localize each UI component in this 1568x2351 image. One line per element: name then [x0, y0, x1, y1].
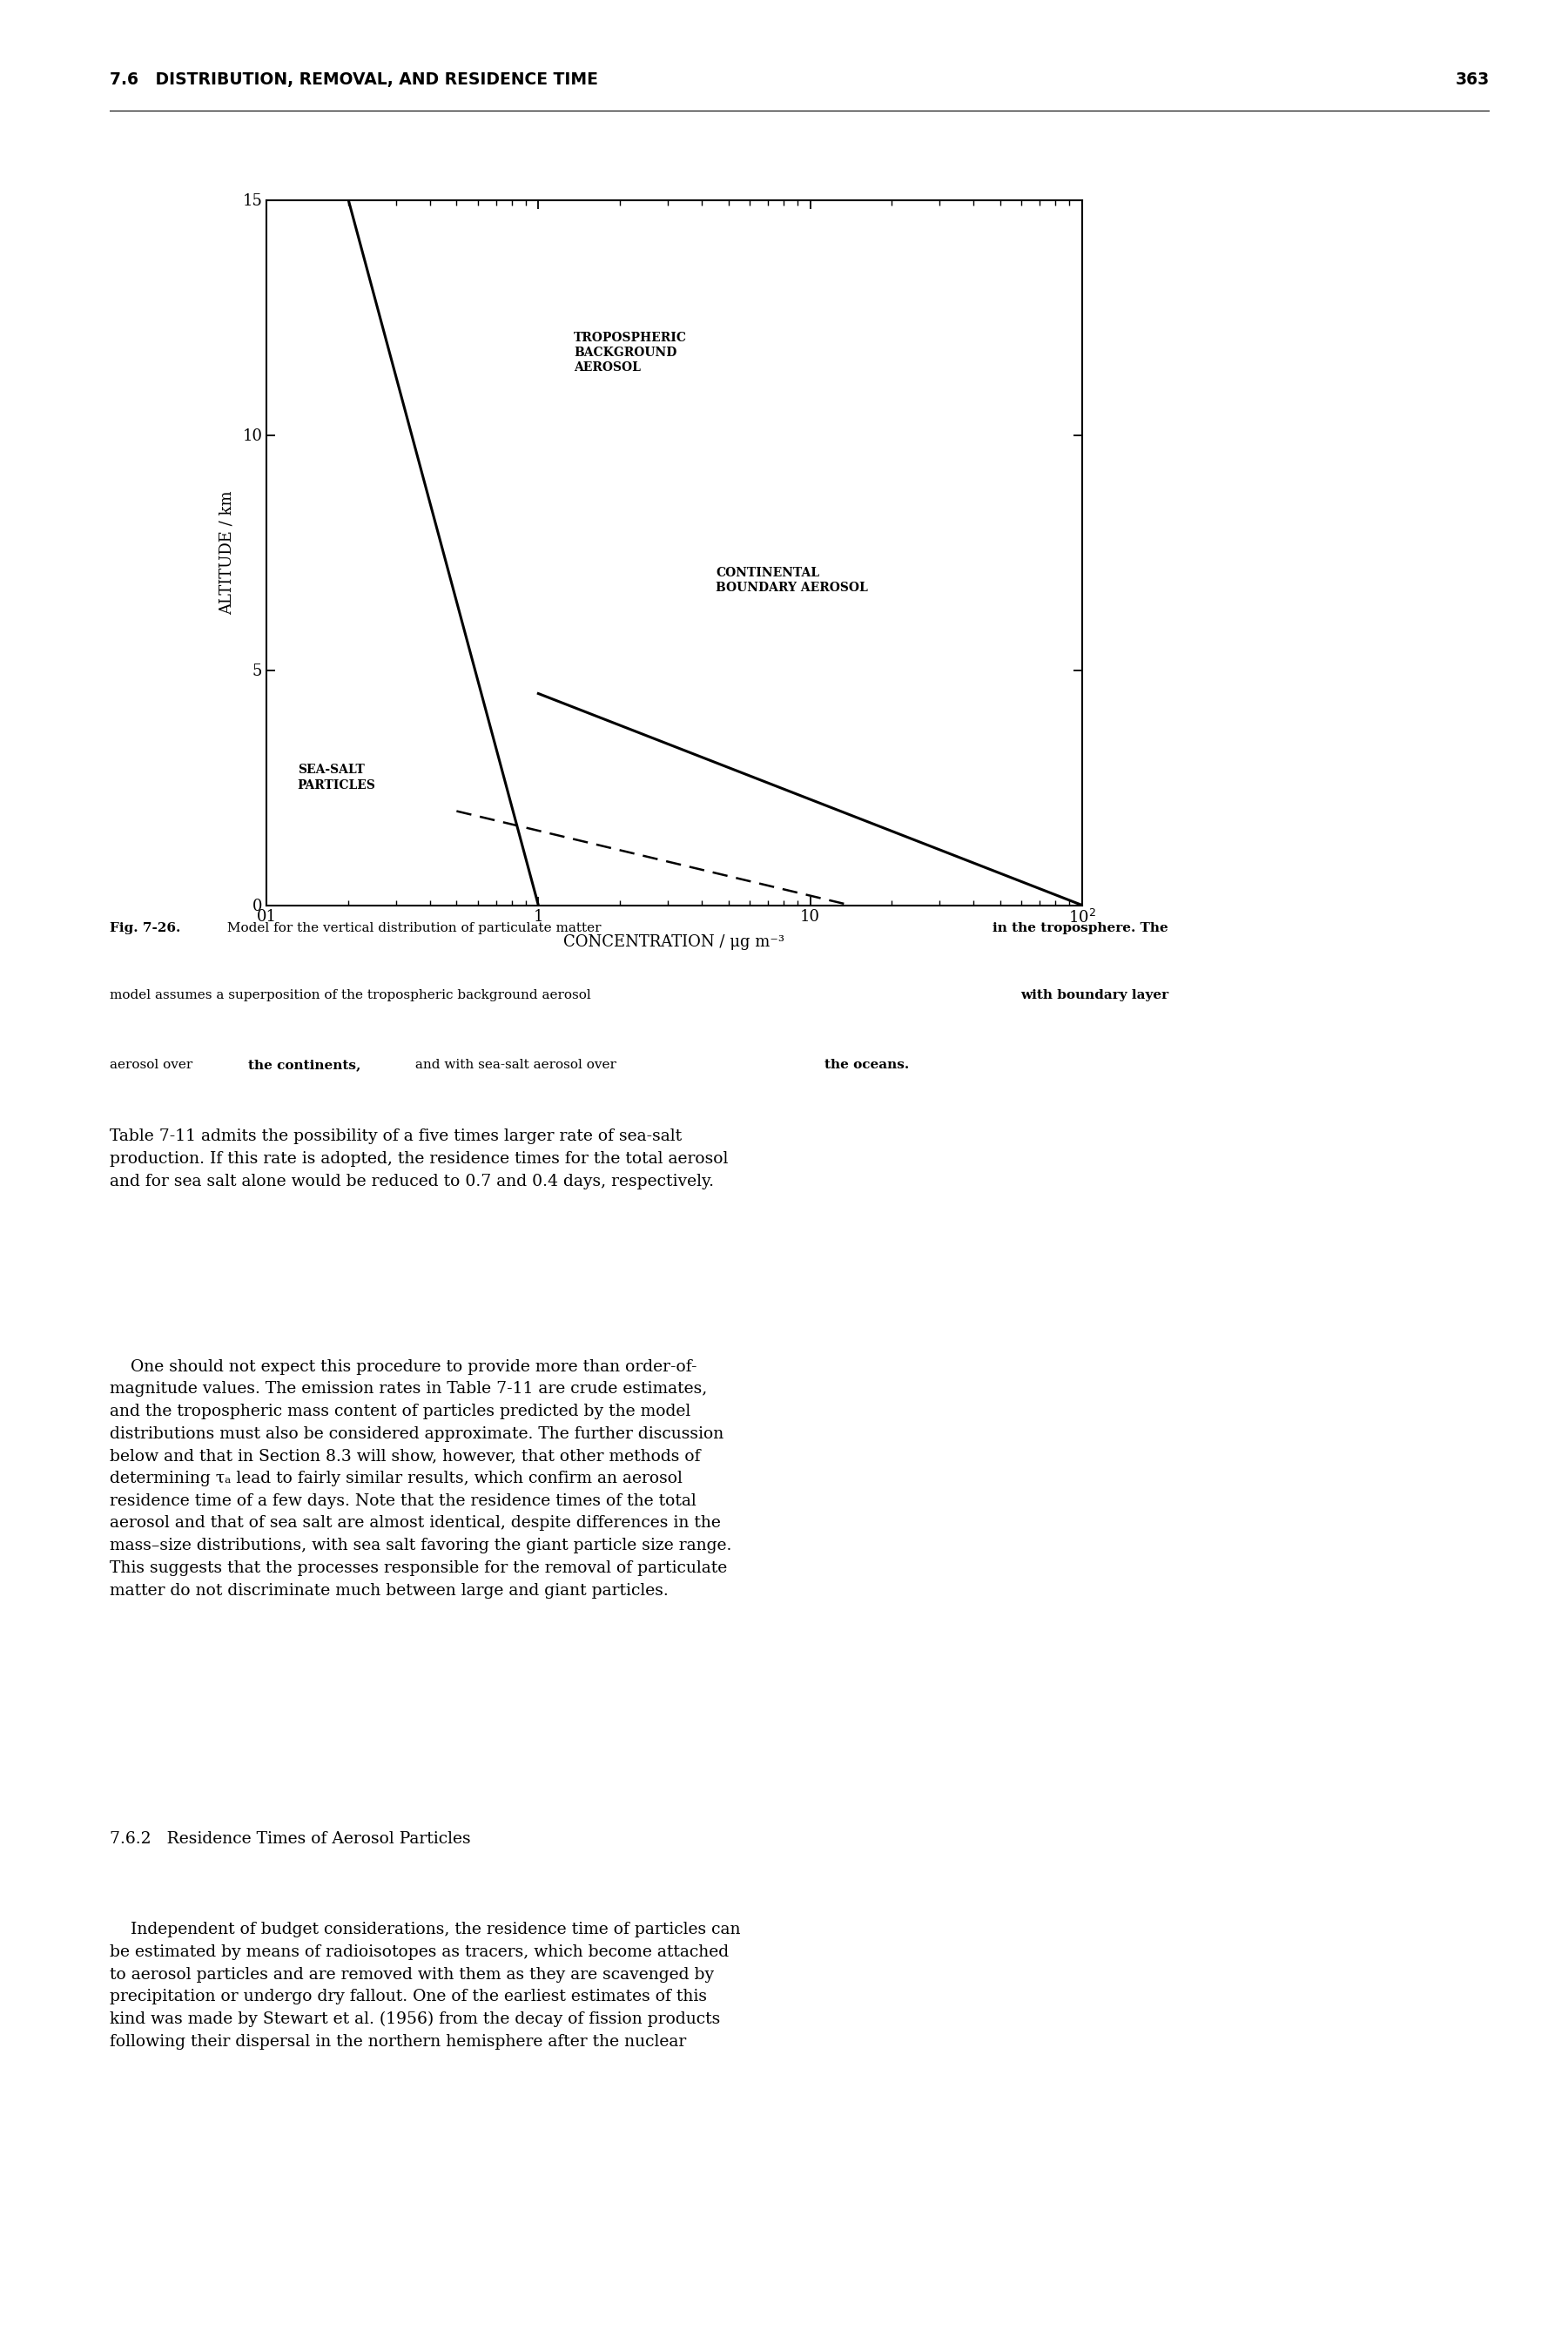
Text: SEA-SALT
PARTICLES: SEA-SALT PARTICLES — [298, 764, 376, 792]
Text: Fig. 7-26.: Fig. 7-26. — [110, 922, 180, 933]
Text: with boundary layer: with boundary layer — [1021, 990, 1168, 1002]
Text: Independent of budget considerations, the residence time of particles can
be est: Independent of budget considerations, th… — [110, 1921, 740, 2050]
Text: in the troposphere. The: in the troposphere. The — [993, 922, 1168, 933]
Text: 7.6.2   Residence Times of Aerosol Particles: 7.6.2 Residence Times of Aerosol Particl… — [110, 1831, 470, 1848]
Text: 7.6   DISTRIBUTION, REMOVAL, AND RESIDENCE TIME: 7.6 DISTRIBUTION, REMOVAL, AND RESIDENCE… — [110, 71, 597, 89]
Text: One should not expect this procedure to provide more than order-of-
magnitude va: One should not expect this procedure to … — [110, 1359, 732, 1599]
X-axis label: CONCENTRATION / μg m⁻³: CONCENTRATION / μg m⁻³ — [563, 933, 786, 950]
Text: TROPOSPHERIC
BACKGROUND
AEROSOL: TROPOSPHERIC BACKGROUND AEROSOL — [574, 331, 687, 374]
Text: CONTINENTAL
BOUNDARY AEROSOL: CONTINENTAL BOUNDARY AEROSOL — [717, 567, 869, 595]
Text: Model for the vertical distribution of particulate matter: Model for the vertical distribution of p… — [223, 922, 605, 933]
Text: the oceans.: the oceans. — [825, 1058, 909, 1072]
Text: the continents,: the continents, — [248, 1058, 361, 1072]
Y-axis label: ALTITUDE / km: ALTITUDE / km — [220, 491, 235, 614]
Text: Table 7-11 admits the possibility of a five times larger rate of sea-salt
produc: Table 7-11 admits the possibility of a f… — [110, 1128, 728, 1190]
Text: model assumes a superposition of the tropospheric background aerosol: model assumes a superposition of the tro… — [110, 990, 596, 1002]
Text: aerosol over: aerosol over — [110, 1058, 198, 1072]
Text: 363: 363 — [1455, 71, 1490, 89]
Text: and with sea-salt aerosol over: and with sea-salt aerosol over — [411, 1058, 621, 1072]
